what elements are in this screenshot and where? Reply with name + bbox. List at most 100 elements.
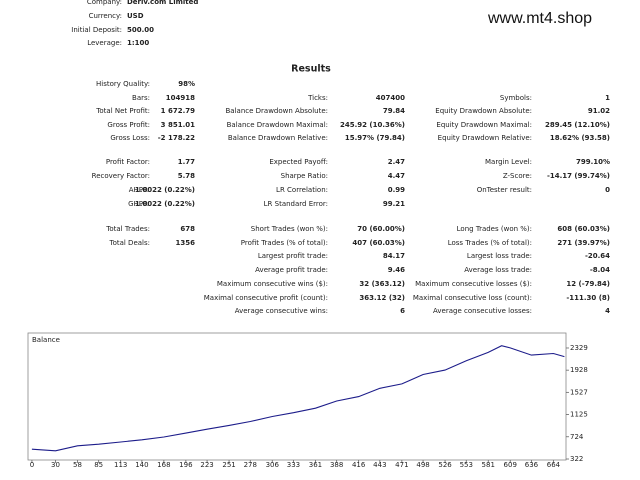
x-tick-label: 609 xyxy=(504,461,517,469)
stat-label: Average consecutive losses: xyxy=(433,307,532,315)
stat-value: 608 (60.03%) xyxy=(557,225,610,233)
field-label: Currency: xyxy=(89,12,122,20)
stat-value: 363.12 (32) xyxy=(359,294,405,302)
stat-label: Equity Drawdown Maximal: xyxy=(436,121,532,129)
stat-value: 15.97% (79.84) xyxy=(345,134,405,142)
x-tick-label: 443 xyxy=(373,461,386,469)
x-tick-label: 251 xyxy=(222,461,235,469)
x-tick-label: 58 xyxy=(73,461,82,469)
stat-label: Gross Loss: xyxy=(110,134,150,142)
field-label: Leverage: xyxy=(87,39,122,47)
stat-value: 104918 xyxy=(166,94,195,102)
x-tick-label: 636 xyxy=(525,461,539,469)
stat-label: Maximum consecutive losses ($): xyxy=(415,280,532,288)
stat-value: 5.78 xyxy=(178,172,195,180)
x-tick-label: 30 xyxy=(51,461,60,469)
stat-value: 98% xyxy=(178,80,195,88)
stat-value: 1.77 xyxy=(178,158,195,166)
stat-value: 1.0022 (0.22%) xyxy=(135,186,195,194)
stat-label: OnTester result: xyxy=(477,186,532,194)
stat-value: 91.02 xyxy=(588,107,610,115)
stat-value: 84.17 xyxy=(383,252,405,260)
x-tick-label: 306 xyxy=(266,461,280,469)
stat-value: 289.45 (12.10%) xyxy=(545,121,610,129)
stat-label: Z-Score: xyxy=(503,172,532,180)
stat-value: 678 xyxy=(180,225,195,233)
stat-value: 245.92 (10.36%) xyxy=(340,121,405,129)
x-tick-label: 223 xyxy=(200,461,213,469)
x-tick-label: 196 xyxy=(179,461,193,469)
stat-label: Bars: xyxy=(132,94,150,102)
stat-value: 2.47 xyxy=(388,158,405,166)
watermark: www.mt4.shop xyxy=(487,10,592,27)
x-tick-label: 664 xyxy=(547,461,561,469)
field-value: 1:100 xyxy=(127,39,149,47)
x-tick-label: 333 xyxy=(287,461,300,469)
chart-frame xyxy=(27,332,567,461)
stat-label: Equity Drawdown Absolute: xyxy=(435,107,532,115)
stat-label: GHPR: xyxy=(128,200,150,208)
balance-line xyxy=(31,345,565,452)
stat-label: Gross Profit: xyxy=(107,121,150,129)
y-tick-label: 1527 xyxy=(570,388,588,396)
stat-label: Largest profit trade: xyxy=(258,252,328,260)
x-tick-label: 0 xyxy=(30,461,34,469)
results-title: Results xyxy=(291,64,331,75)
stat-value: 12 (-79.84) xyxy=(566,280,610,288)
stat-value: 70 (60.00%) xyxy=(357,225,405,233)
stat-label: Average profit trade: xyxy=(255,266,328,274)
stat-value: 79.84 xyxy=(383,107,405,115)
stat-value: -14.17 (99.74%) xyxy=(547,172,610,180)
stat-label: Total Deals: xyxy=(108,239,150,247)
stat-label: Largest loss trade: xyxy=(467,252,532,260)
stat-label: Average consecutive wins: xyxy=(235,307,328,315)
stat-value: -8.04 xyxy=(590,266,610,274)
stat-label: Recovery Factor: xyxy=(92,172,150,180)
x-tick-label: 85 xyxy=(94,461,103,469)
x-tick-label: 388 xyxy=(330,461,343,469)
stat-label: Profit Factor: xyxy=(106,158,150,166)
stat-value: 0.99 xyxy=(388,186,405,194)
stat-label: Equity Drawdown Relative: xyxy=(438,134,532,142)
stat-value: 407400 xyxy=(376,94,405,102)
stat-value: 407 (60.03%) xyxy=(352,239,405,247)
stat-label: Maximal consecutive loss (count): xyxy=(413,294,532,302)
stat-value: 1356 xyxy=(176,239,196,247)
field-label: Company: xyxy=(87,0,122,6)
stat-label: Average loss trade: xyxy=(464,266,532,274)
stat-value: 3 851.01 xyxy=(161,121,195,129)
stat-label: Sharpe Ratio: xyxy=(281,172,328,180)
y-tick-label: 1125 xyxy=(570,411,588,419)
field-value: 500.00 xyxy=(127,26,154,34)
stat-label: Ticks: xyxy=(307,94,328,102)
stat-label: LR Standard Error: xyxy=(264,200,328,208)
field-label: Initial Deposit: xyxy=(71,26,122,34)
x-tick-label: 498 xyxy=(416,461,429,469)
stat-value: 799.10% xyxy=(576,158,610,166)
stat-value: 99.21 xyxy=(383,200,405,208)
field-value: USD xyxy=(127,12,144,20)
stat-value: 18.62% (93.58) xyxy=(550,134,610,142)
x-tick-label: 113 xyxy=(114,461,127,469)
stat-value: 32 (363.12) xyxy=(359,280,405,288)
x-tick-label: 581 xyxy=(482,461,495,469)
stat-label: Maximum consecutive wins ($): xyxy=(217,280,328,288)
stat-label: Total Net Profit: xyxy=(95,107,150,115)
x-tick-label: 416 xyxy=(352,461,366,469)
stat-label: History Quality: xyxy=(96,80,150,88)
stat-label: Symbols: xyxy=(500,94,532,102)
stat-value: 4.47 xyxy=(388,172,405,180)
stat-value: 6 xyxy=(400,307,405,315)
stat-value: -111.30 (8) xyxy=(566,294,610,302)
y-tick-label: 1928 xyxy=(570,366,588,374)
stat-value: -2 178.22 xyxy=(158,134,195,142)
x-tick-label: 168 xyxy=(157,461,170,469)
stat-label: LR Correlation: xyxy=(276,186,328,194)
stat-label: Margin Level: xyxy=(485,158,532,166)
x-tick-label: 140 xyxy=(135,461,148,469)
stat-label: Expected Payoff: xyxy=(269,158,328,166)
stat-label: AHPR: xyxy=(129,186,150,194)
stat-label: Balance Drawdown Absolute: xyxy=(226,107,329,115)
y-tick-label: 322 xyxy=(570,455,583,463)
